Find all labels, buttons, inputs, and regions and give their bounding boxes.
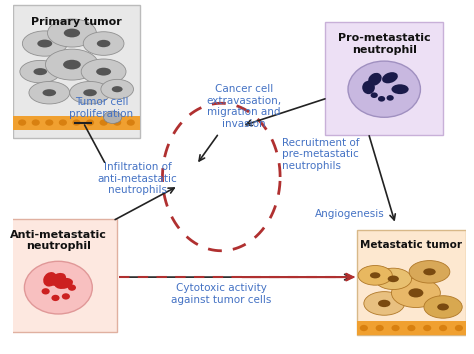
Circle shape — [375, 325, 384, 331]
Ellipse shape — [375, 268, 411, 290]
Ellipse shape — [112, 86, 123, 92]
Circle shape — [59, 119, 67, 126]
Circle shape — [18, 119, 26, 126]
Bar — [357, 321, 465, 335]
Ellipse shape — [368, 73, 382, 86]
Circle shape — [423, 325, 431, 331]
Ellipse shape — [392, 278, 440, 308]
FancyBboxPatch shape — [0, 219, 117, 332]
Circle shape — [100, 119, 108, 126]
Circle shape — [73, 119, 81, 126]
Ellipse shape — [424, 296, 462, 318]
Text: Pro-metastatic
neutrophil: Pro-metastatic neutrophil — [338, 33, 430, 55]
Circle shape — [24, 261, 92, 314]
Ellipse shape — [20, 61, 61, 83]
Ellipse shape — [104, 111, 122, 124]
Ellipse shape — [43, 89, 56, 96]
Ellipse shape — [370, 272, 381, 278]
Text: Anti-metastatic
neutrophil: Anti-metastatic neutrophil — [10, 230, 107, 251]
Ellipse shape — [409, 261, 450, 283]
Ellipse shape — [55, 278, 73, 289]
Circle shape — [42, 288, 50, 295]
Circle shape — [439, 325, 447, 331]
Circle shape — [68, 285, 76, 291]
Ellipse shape — [81, 59, 126, 84]
Ellipse shape — [423, 268, 436, 275]
Ellipse shape — [34, 68, 47, 75]
FancyBboxPatch shape — [325, 22, 443, 135]
Circle shape — [348, 61, 420, 117]
Ellipse shape — [70, 81, 110, 104]
Ellipse shape — [437, 303, 449, 310]
Text: Metastatic tumor: Metastatic tumor — [360, 240, 462, 250]
Ellipse shape — [37, 40, 52, 47]
Circle shape — [32, 119, 40, 126]
Circle shape — [455, 325, 463, 331]
Text: Primary tumor: Primary tumor — [31, 17, 122, 27]
Text: Tumor cell
proliferation: Tumor cell proliferation — [69, 97, 133, 119]
FancyBboxPatch shape — [13, 5, 140, 138]
Ellipse shape — [358, 266, 392, 285]
Ellipse shape — [409, 289, 423, 297]
Ellipse shape — [83, 32, 124, 55]
Circle shape — [386, 95, 394, 101]
Circle shape — [113, 119, 121, 126]
FancyBboxPatch shape — [357, 230, 465, 335]
Circle shape — [378, 96, 385, 102]
Ellipse shape — [362, 81, 375, 94]
Ellipse shape — [64, 29, 80, 38]
Ellipse shape — [29, 81, 70, 104]
Text: Angiogenesis: Angiogenesis — [315, 209, 385, 219]
Circle shape — [62, 293, 70, 299]
Circle shape — [407, 325, 415, 331]
Ellipse shape — [83, 89, 97, 96]
Ellipse shape — [382, 72, 398, 83]
Ellipse shape — [63, 60, 81, 69]
Circle shape — [51, 295, 60, 301]
Text: Cytotoxic activity
against tumor cells: Cytotoxic activity against tumor cells — [171, 283, 272, 305]
Circle shape — [392, 325, 400, 331]
Ellipse shape — [22, 31, 67, 56]
Ellipse shape — [378, 300, 391, 307]
Text: Infiltration of
anti-metastatic
neutrophils: Infiltration of anti-metastatic neutroph… — [98, 162, 177, 195]
Ellipse shape — [97, 40, 110, 47]
Ellipse shape — [364, 292, 405, 315]
Circle shape — [127, 119, 135, 126]
Ellipse shape — [47, 19, 96, 47]
Text: Cancer cell
extravasation,
migration and
invasion: Cancer cell extravasation, migration and… — [206, 84, 282, 129]
Ellipse shape — [96, 68, 111, 76]
Circle shape — [360, 325, 368, 331]
Ellipse shape — [388, 275, 399, 282]
Circle shape — [45, 119, 54, 126]
Ellipse shape — [392, 84, 409, 94]
Text: Recruitment of
pre-metastatic
neutrophils: Recruitment of pre-metastatic neutrophil… — [283, 138, 360, 171]
Ellipse shape — [46, 49, 99, 80]
Circle shape — [371, 92, 378, 98]
Ellipse shape — [101, 79, 134, 99]
Circle shape — [86, 119, 94, 126]
Ellipse shape — [50, 273, 66, 286]
Ellipse shape — [43, 272, 57, 287]
Bar — [13, 115, 140, 130]
